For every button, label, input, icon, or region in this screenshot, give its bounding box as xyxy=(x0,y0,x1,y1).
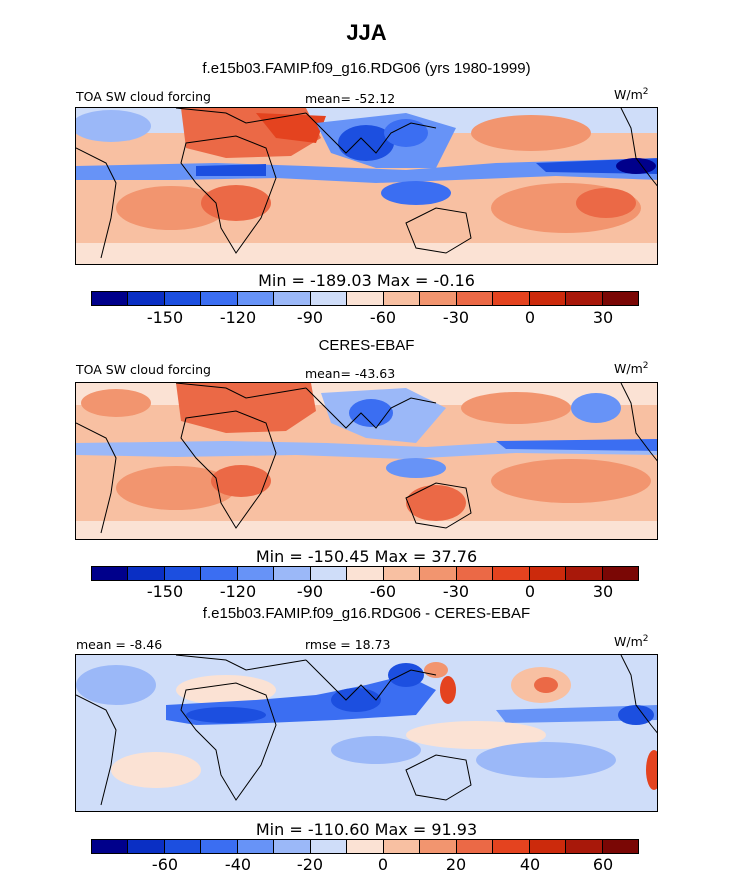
panel-3-tick: 40 xyxy=(519,855,541,874)
colorbar-swatch xyxy=(347,292,384,305)
colorbar-swatch xyxy=(529,840,567,853)
panel-2-colorbar xyxy=(91,566,639,581)
panel-3-tick: -60 xyxy=(151,855,179,874)
colorbar-swatch xyxy=(128,567,165,580)
panel-1-map xyxy=(75,107,658,265)
colorbar-swatch xyxy=(310,567,348,580)
panel-1-tick: 30 xyxy=(592,308,614,327)
colorbar-swatch xyxy=(347,567,384,580)
colorbar-swatch xyxy=(201,840,238,853)
panel-1-units: W/m2 xyxy=(614,87,649,103)
colorbar-swatch xyxy=(128,292,165,305)
colorbar-swatch xyxy=(420,292,457,305)
panel-3-map xyxy=(75,654,658,812)
colorbar-swatch xyxy=(164,567,202,580)
panel-2-units: W/m2 xyxy=(614,361,649,377)
colorbar-swatch xyxy=(566,567,603,580)
colorbar-swatch xyxy=(274,840,311,853)
colorbar-swatch xyxy=(602,840,639,853)
panel-3-title: f.e15b03.FAMIP.f09_g16.RDG06 - CERES-EBA… xyxy=(202,605,531,622)
panel-2-tick: -30 xyxy=(442,582,470,601)
panel-2-tick: -150 xyxy=(146,582,184,601)
colorbar-swatch xyxy=(237,567,275,580)
colorbar-swatch xyxy=(566,292,603,305)
colorbar-swatch xyxy=(128,840,165,853)
panel-2-title: CERES-EBAF xyxy=(318,337,415,354)
panel-1-title: f.e15b03.FAMIP.f09_g16.RDG06 (yrs 1980-1… xyxy=(202,60,531,77)
panel-1-tick: -30 xyxy=(442,308,470,327)
panel-2-tick: 0 xyxy=(524,582,536,601)
colorbar-swatch xyxy=(420,840,457,853)
colorbar-swatch xyxy=(347,840,384,853)
panel-2-tick: -120 xyxy=(219,582,257,601)
colorbar-swatch xyxy=(92,840,129,853)
colorbar-swatch xyxy=(529,292,567,305)
panel-3-minmax: Min = -110.60 Max = 91.93 xyxy=(255,820,478,839)
panel-2-tick: -60 xyxy=(369,582,397,601)
colorbar-swatch xyxy=(602,292,639,305)
panel-1-tick: 0 xyxy=(524,308,536,327)
panel-2-map xyxy=(75,382,658,540)
colorbar-swatch xyxy=(201,567,238,580)
panel-2-minmax: Min = -150.45 Max = 37.76 xyxy=(255,547,478,566)
colorbar-swatch xyxy=(493,292,530,305)
panel-3-tick: -40 xyxy=(224,855,252,874)
panel-1-tick: -60 xyxy=(369,308,397,327)
panel-2-mean-label: mean= -43.63 xyxy=(305,366,396,381)
colorbar-swatch xyxy=(92,292,129,305)
panel-3-tick: 20 xyxy=(445,855,467,874)
colorbar-swatch xyxy=(164,840,202,853)
colorbar-swatch xyxy=(566,840,603,853)
panel-3-tick: 0 xyxy=(377,855,389,874)
colorbar-swatch xyxy=(493,567,530,580)
colorbar-swatch xyxy=(493,840,530,853)
colorbar-swatch xyxy=(602,567,639,580)
panel-3-mean-label: mean = -8.46 xyxy=(76,637,163,652)
panel-3-colorbar xyxy=(91,839,639,854)
panel-1-minmax: Min = -189.03 Max = -0.16 xyxy=(258,271,475,290)
colorbar-swatch xyxy=(529,567,567,580)
colorbar-swatch xyxy=(310,292,348,305)
colorbar-swatch xyxy=(456,292,494,305)
panel-1-colorbar xyxy=(91,291,639,306)
panel-3-rmse-label: rmse = 18.73 xyxy=(305,637,391,652)
panel-1-variable-label: TOA SW cloud forcing xyxy=(76,89,211,104)
colorbar-swatch xyxy=(383,567,421,580)
colorbar-swatch xyxy=(383,292,421,305)
colorbar-swatch xyxy=(456,840,494,853)
colorbar-swatch xyxy=(164,292,202,305)
panel-2-tick: 30 xyxy=(592,582,614,601)
panel-2-variable-label: TOA SW cloud forcing xyxy=(76,362,211,377)
panel-1-tick: -120 xyxy=(219,308,257,327)
panel-3-tick: -20 xyxy=(296,855,324,874)
colorbar-swatch xyxy=(201,292,238,305)
panel-1-tick: -150 xyxy=(146,308,184,327)
colorbar-swatch xyxy=(92,567,129,580)
panel-1-tick: -90 xyxy=(296,308,324,327)
panel-2-tick: -90 xyxy=(296,582,324,601)
colorbar-swatch xyxy=(310,840,348,853)
colorbar-swatch xyxy=(237,840,275,853)
panel-1-mean-label: mean= -52.12 xyxy=(305,91,396,106)
colorbar-swatch xyxy=(420,567,457,580)
panel-3-tick: 60 xyxy=(592,855,614,874)
colorbar-swatch xyxy=(237,292,275,305)
colorbar-swatch xyxy=(274,567,311,580)
colorbar-swatch xyxy=(456,567,494,580)
colorbar-swatch xyxy=(274,292,311,305)
colorbar-swatch xyxy=(383,840,421,853)
figure-title: JJA xyxy=(346,20,387,45)
panel-3-units: W/m2 xyxy=(614,634,649,650)
